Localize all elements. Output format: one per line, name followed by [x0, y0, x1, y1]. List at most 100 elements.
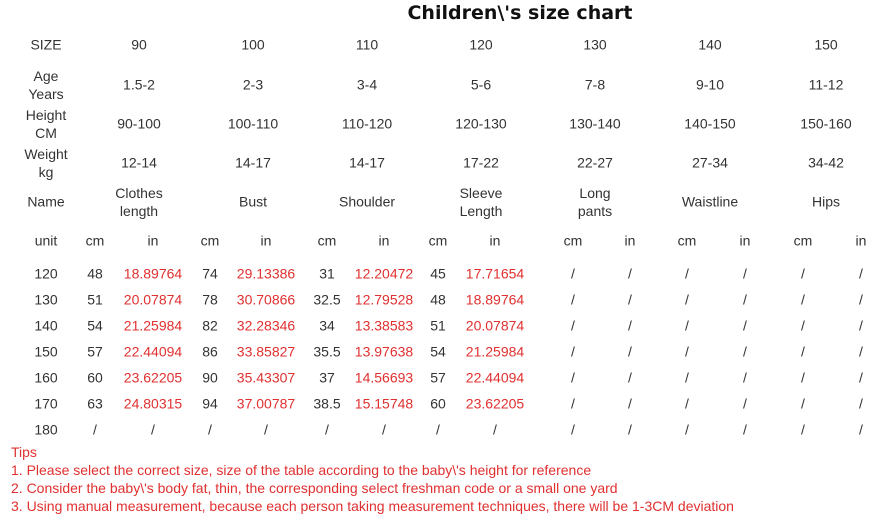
table-cell: /: [859, 395, 863, 412]
table-cell: /: [859, 317, 863, 334]
row-size: 150: [34, 343, 58, 360]
table-cell: /: [859, 343, 863, 360]
unit-cell: in: [147, 232, 159, 249]
table-cell: 37.00787: [236, 395, 296, 412]
table-cell: /: [628, 395, 632, 412]
table-cell: 24.80315: [123, 395, 183, 412]
table-cell: /: [208, 421, 212, 438]
table-cell: 35.5: [313, 343, 341, 360]
table-cell: /: [628, 369, 632, 386]
row-size: 120: [34, 265, 58, 282]
unit-cell: cm: [317, 232, 337, 249]
table-cell: /: [743, 343, 747, 360]
header-cell: Bust: [238, 193, 268, 210]
row-label: Height CM: [25, 107, 67, 141]
header-cell: 12-14: [121, 154, 157, 171]
header-cell: 90-100: [117, 115, 161, 132]
table-cell: /: [859, 369, 863, 386]
table-cell: 60: [87, 369, 103, 386]
table-cell: 37: [319, 369, 335, 386]
header-cell: 9-10: [695, 76, 725, 93]
header-cell: 120: [469, 36, 493, 53]
row-size: 140: [34, 317, 58, 334]
header-cell: 90: [131, 36, 147, 53]
table-cell: /: [859, 265, 863, 282]
table-cell: 86: [202, 343, 218, 360]
table-cell: /: [493, 421, 497, 438]
table-cell: /: [264, 421, 268, 438]
header-cell: 140-150: [684, 115, 736, 132]
header-cell: 110: [355, 36, 379, 53]
header-cell: 14-17: [349, 154, 385, 171]
table-cell: 18.89764: [465, 291, 525, 308]
table-cell: /: [685, 343, 689, 360]
header-cell: 7-8: [584, 76, 606, 93]
chart-title: Children\'s size chart: [407, 2, 633, 24]
table-cell: 20.07874: [465, 317, 525, 334]
table-cell: /: [801, 317, 805, 334]
header-cell: 22-27: [577, 154, 613, 171]
unit-cell: in: [855, 232, 867, 249]
row-label: Weight kg: [24, 146, 68, 180]
table-cell: 14.56693: [354, 369, 414, 386]
table-cell: /: [571, 291, 575, 308]
table-cell: 29.13386: [236, 265, 296, 282]
table-cell: 23.62205: [123, 369, 183, 386]
header-cell: 140: [698, 36, 722, 53]
unit-cell: in: [378, 232, 390, 249]
table-cell: 38.5: [313, 395, 341, 412]
table-cell: 13.97638: [354, 343, 414, 360]
table-cell: /: [743, 317, 747, 334]
table-cell: 30.70866: [236, 291, 296, 308]
row-size: 160: [34, 369, 58, 386]
header-cell: 100: [241, 36, 265, 53]
table-cell: /: [685, 369, 689, 386]
header-cell: 150: [814, 36, 838, 53]
table-cell: 32.28346: [236, 317, 296, 334]
header-cell: 2-3: [242, 76, 264, 93]
unit-cell: cm: [793, 232, 813, 249]
header-cell: 100-110: [227, 115, 279, 132]
table-cell: /: [859, 421, 863, 438]
table-cell: /: [743, 395, 747, 412]
header-cell: Long pants: [577, 185, 613, 219]
header-cell: Clothes length: [115, 185, 163, 219]
table-cell: /: [743, 369, 747, 386]
table-cell: /: [571, 265, 575, 282]
table-cell: /: [151, 421, 155, 438]
row-label: SIZE: [30, 36, 62, 53]
table-cell: /: [859, 291, 863, 308]
tip-line-2: 2. Consider the baby\'s body fat, thin, …: [11, 480, 618, 496]
table-cell: /: [628, 291, 632, 308]
header-cell: 110-120: [341, 115, 393, 132]
unit-cell: in: [489, 232, 501, 249]
table-cell: /: [743, 291, 747, 308]
table-cell: 22.44094: [123, 343, 183, 360]
unit-cell: cm: [200, 232, 220, 249]
row-size: 170: [34, 395, 58, 412]
header-cell: Shoulder: [338, 193, 396, 210]
table-cell: /: [801, 395, 805, 412]
table-cell: 78: [202, 291, 218, 308]
tips-heading: Tips: [11, 444, 37, 460]
table-cell: /: [743, 421, 747, 438]
tip-line-3: 3. Using manual measurement, because eac…: [11, 498, 734, 514]
table-cell: /: [93, 421, 97, 438]
table-cell: 54: [430, 343, 446, 360]
table-cell: 15.15748: [354, 395, 414, 412]
table-cell: /: [628, 343, 632, 360]
unit-cell: cm: [428, 232, 448, 249]
header-cell: 14-17: [235, 154, 271, 171]
table-cell: 33.85827: [236, 343, 296, 360]
table-cell: 45: [430, 265, 446, 282]
table-cell: /: [628, 421, 632, 438]
header-cell: 1.5-2: [123, 76, 155, 93]
table-cell: 54: [87, 317, 103, 334]
table-cell: 51: [430, 317, 446, 334]
table-cell: /: [571, 317, 575, 334]
table-cell: /: [571, 395, 575, 412]
table-cell: 51: [87, 291, 103, 308]
table-cell: /: [382, 421, 386, 438]
table-cell: /: [685, 265, 689, 282]
table-cell: 35.43307: [236, 369, 296, 386]
